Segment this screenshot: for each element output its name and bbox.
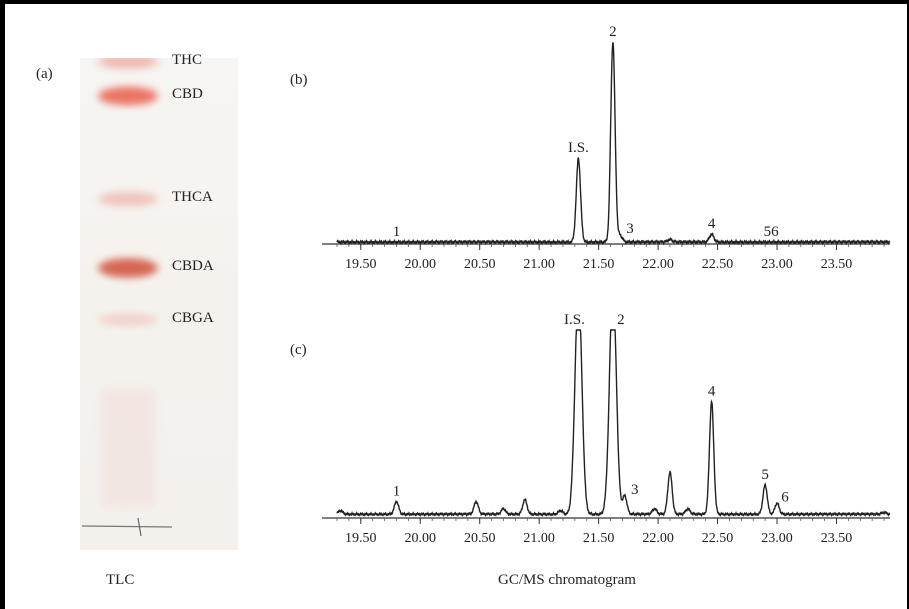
tlc-label-thca: THCA xyxy=(172,189,213,206)
tlc-band-thca xyxy=(98,192,158,207)
peak-label: 4 xyxy=(708,216,716,232)
x-tick-label: 20.50 xyxy=(464,257,496,272)
tlc-band-cbda xyxy=(98,258,158,278)
x-tick-label: 21.50 xyxy=(583,257,615,272)
gcms-caption: GC/MS chromatogram xyxy=(498,572,636,588)
frame-right-border xyxy=(907,0,909,609)
x-tick-label: 19.50 xyxy=(345,257,377,272)
tlc-label-cbd: CBD xyxy=(172,86,203,102)
peak-label: I.S. xyxy=(568,140,589,156)
peak-label: 5 xyxy=(761,467,769,483)
x-tick-label: 22.50 xyxy=(702,531,734,546)
panel-label-c: (c) xyxy=(290,342,307,358)
x-tick-label: 23.00 xyxy=(761,531,793,546)
peak-label: 2 xyxy=(609,24,617,40)
peak-label: 2 xyxy=(617,312,625,328)
peak-label: 3 xyxy=(626,221,634,237)
tlc-band-cbd xyxy=(98,86,158,106)
tlc-label-cbda: CBDA xyxy=(172,258,214,274)
frame-left-border xyxy=(0,0,5,609)
chromatogram-c: 19.50 20.00 20.50 21.00 21.50 22.00 22.50 23.00… xyxy=(322,312,891,546)
x-tick-label: 21.00 xyxy=(523,257,555,272)
peak-label: 3 xyxy=(631,482,639,498)
panel-label-a: (a) xyxy=(36,66,53,82)
tlc-origin-mark xyxy=(137,517,142,537)
x-tick-label: 22.50 xyxy=(702,257,734,272)
x-tick-label: 20.00 xyxy=(404,257,436,272)
peak-label: 56 xyxy=(764,224,780,240)
x-tick-label: 23.50 xyxy=(821,531,853,546)
tlc-origin-line xyxy=(81,525,173,528)
x-tick-label: 20.00 xyxy=(404,531,436,546)
tlc-plate xyxy=(80,54,238,550)
tlc-bands xyxy=(81,54,173,537)
peak-label: 4 xyxy=(708,383,716,399)
x-tick-label: 23.00 xyxy=(761,257,793,272)
x-tick-label: 19.50 xyxy=(345,531,377,546)
x-tick-label: 21.50 xyxy=(583,531,615,546)
tlc-label-cbga: CBGA xyxy=(172,309,214,326)
x-tick-label: 21.00 xyxy=(523,531,555,546)
tlc-label-thc: THC xyxy=(172,51,202,68)
chromatogram-b: 19.50 20.00 20.50 21.00 21.50 22.00 22.50 23.00… xyxy=(322,24,891,272)
peak-label: 1 xyxy=(393,224,401,240)
tlc-smear xyxy=(100,388,156,508)
peak-label: I.S. xyxy=(564,312,585,328)
panel-label-b: (b) xyxy=(290,72,308,88)
tlc-band-thc xyxy=(98,54,158,69)
x-tick-label: 22.00 xyxy=(642,257,674,272)
chromatogram-trace xyxy=(336,42,891,246)
tlc-band-cbga xyxy=(98,312,158,327)
x-tick-label: 23.50 xyxy=(821,257,853,272)
tlc-caption: TLC xyxy=(106,572,135,588)
peak-label: 1 xyxy=(393,483,401,499)
peak-label: 6 xyxy=(781,489,789,505)
x-tick-label: 20.50 xyxy=(464,531,496,546)
chromatogram-trace xyxy=(336,329,891,518)
x-tick-label: 22.00 xyxy=(642,531,674,546)
frame-top-border xyxy=(0,0,909,4)
